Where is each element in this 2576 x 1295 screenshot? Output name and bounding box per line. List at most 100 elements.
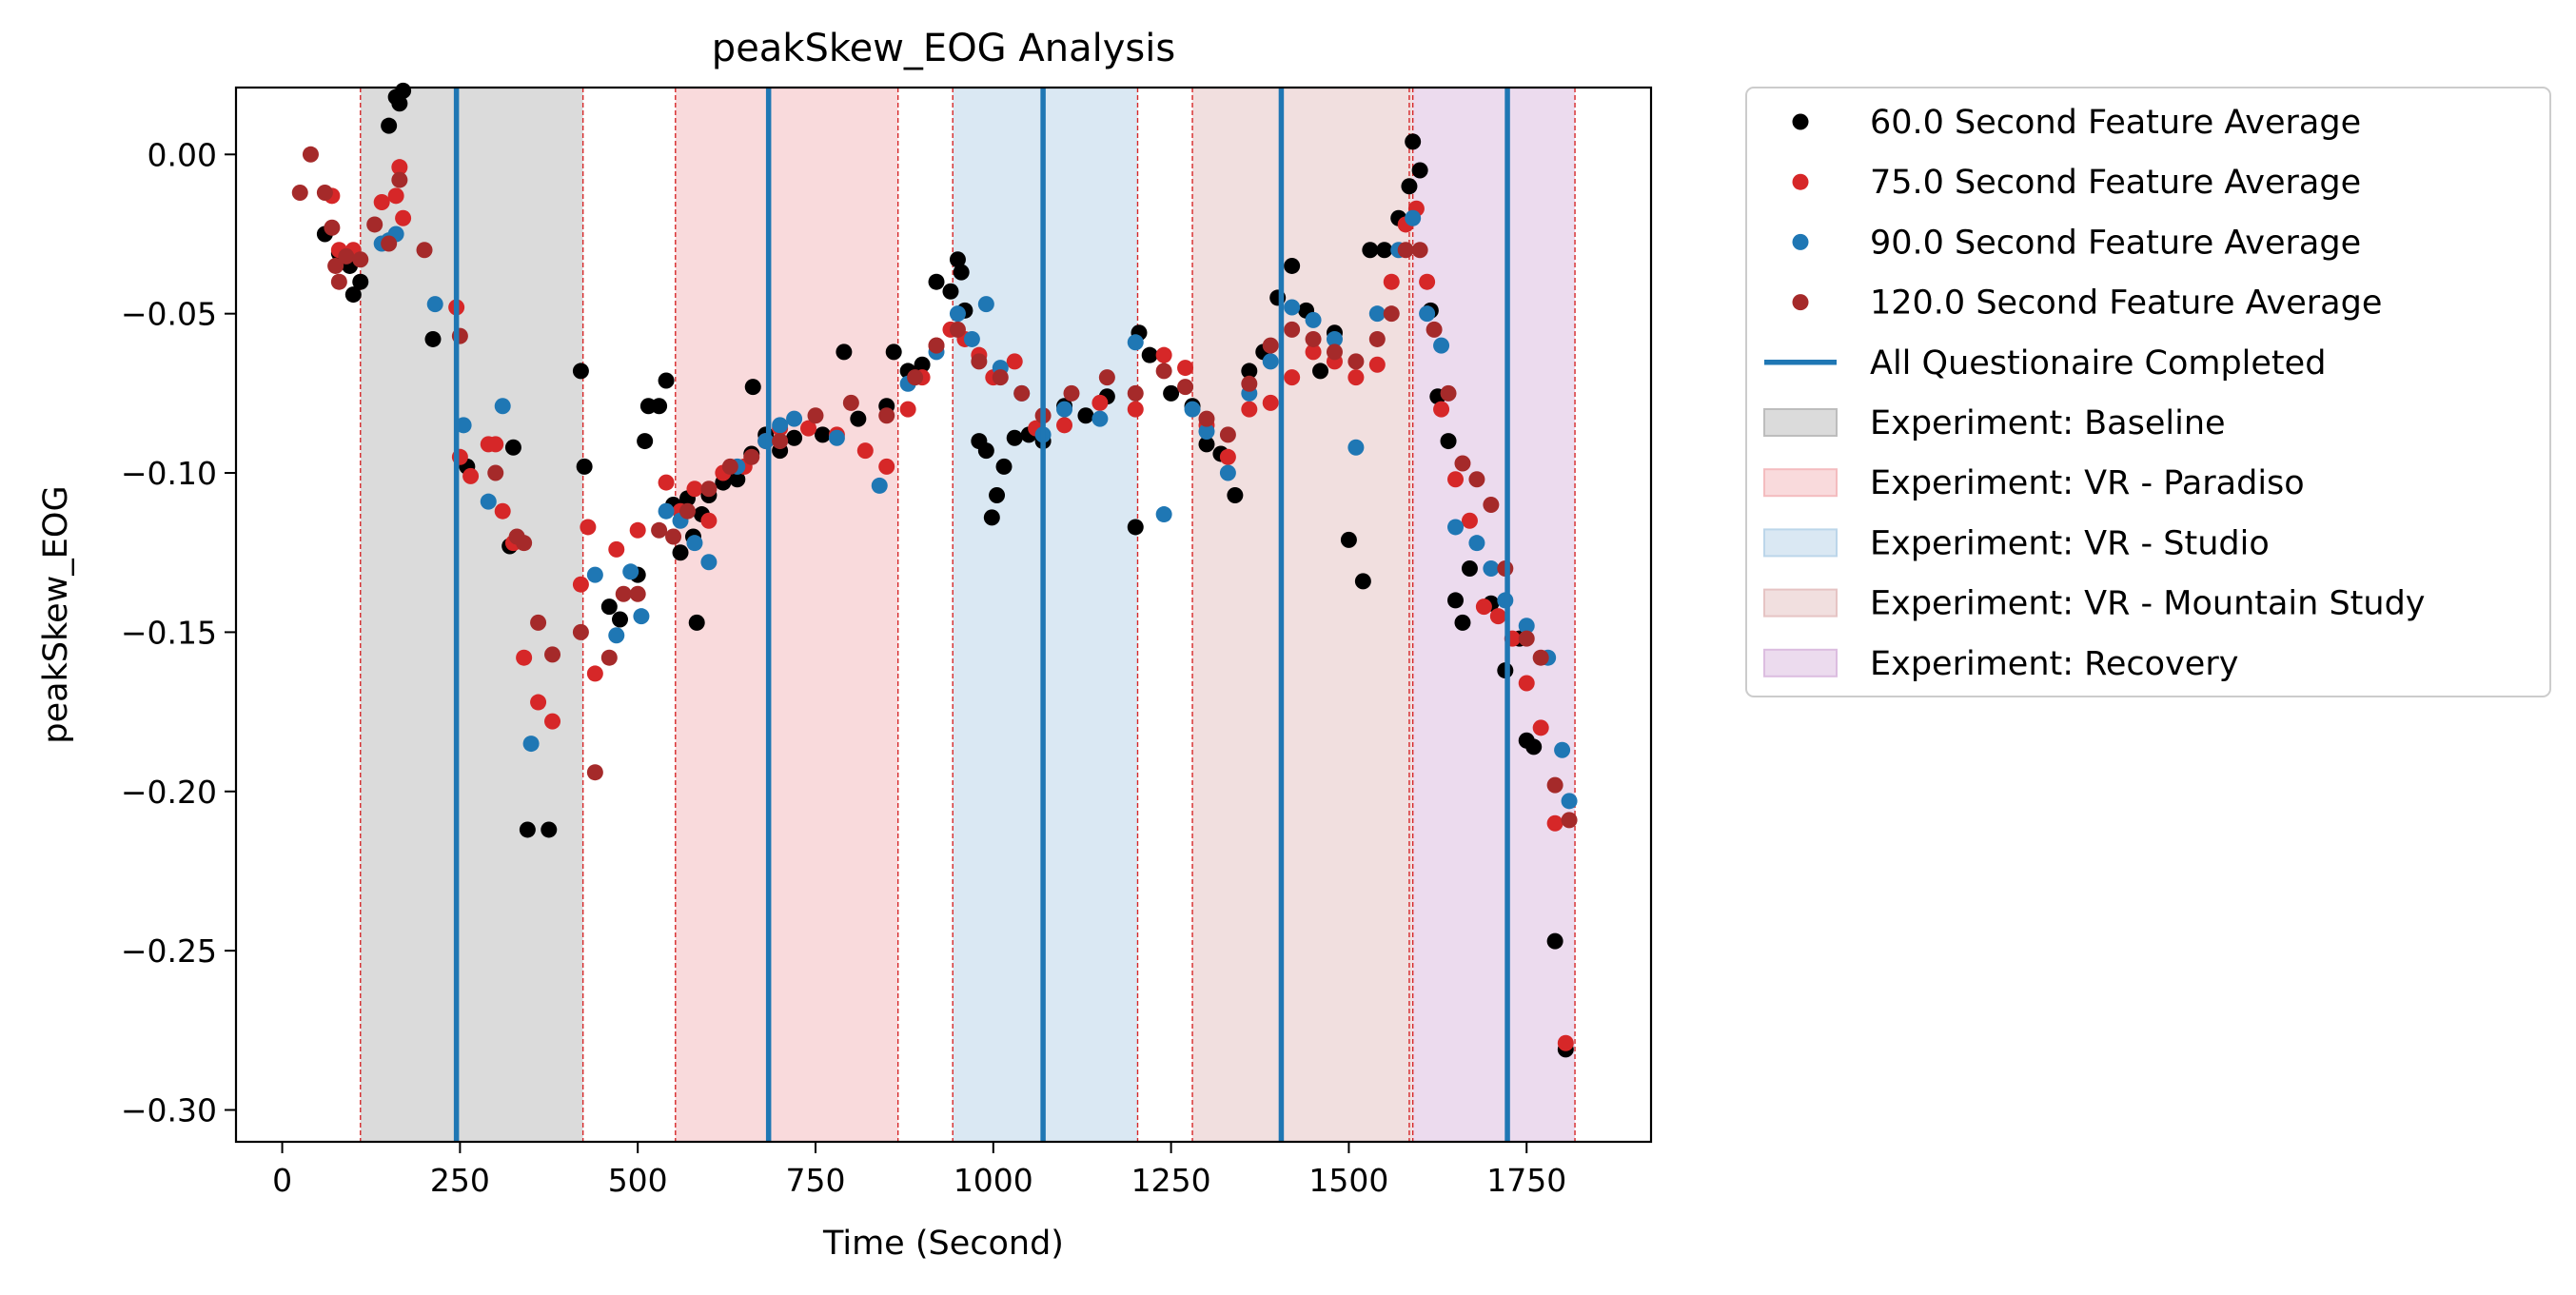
point-s3-38: [1013, 384, 1031, 402]
legend-label-7: Experiment: VR - Studio: [1870, 524, 2270, 562]
point-s2-15: [700, 554, 718, 571]
point-s0-18: [612, 611, 629, 628]
point-s0-54: [995, 458, 1013, 475]
point-s1-32: [856, 442, 874, 460]
region-borders: [360, 88, 1576, 1142]
point-s3-2: [316, 184, 333, 201]
point-s3-8: [366, 216, 383, 233]
point-s0-51: [977, 442, 994, 460]
point-s3-13: [487, 464, 504, 481]
point-s1-60: [1419, 273, 1436, 290]
point-s0-86: [1440, 433, 1457, 450]
point-s3-26: [700, 481, 718, 498]
point-s2-24: [949, 305, 966, 323]
legend-label-4: All Questionaire Completed: [1870, 344, 2326, 383]
point-s3-24: [665, 528, 682, 545]
point-s0-17: [600, 598, 618, 616]
point-s0-46: [942, 283, 959, 300]
point-s0-77: [1354, 573, 1371, 590]
point-s2-3: [426, 296, 443, 313]
point-s0-59: [1077, 407, 1094, 424]
point-s0-4: [352, 273, 369, 290]
point-s1-9: [462, 467, 480, 484]
point-s0-63: [1141, 346, 1158, 363]
point-s3-54: [1383, 305, 1400, 323]
point-s0-12: [504, 439, 521, 456]
point-s2-10: [622, 563, 639, 580]
point-s1-68: [1532, 719, 1549, 736]
point-s2-25: [963, 330, 980, 347]
point-s3-32: [878, 407, 895, 424]
point-s3-37: [992, 369, 1009, 386]
point-s3-1: [302, 146, 319, 163]
point-s1-50: [1241, 401, 1258, 418]
x-tick-label-1: 250: [430, 1162, 490, 1199]
point-s2-7: [522, 736, 540, 753]
point-s0-22: [651, 398, 668, 415]
point-s3-22: [629, 585, 646, 602]
plot-frame: [234, 86, 1653, 1144]
point-s1-3: [373, 194, 390, 211]
point-s1-25: [700, 512, 718, 529]
point-s0-40: [850, 410, 867, 427]
point-s1-21: [629, 521, 646, 539]
point-s1-15: [530, 694, 547, 711]
point-s1-17: [572, 576, 589, 593]
point-s2-31: [1091, 410, 1109, 427]
point-s1-30: [800, 420, 817, 437]
point-s3-3: [324, 219, 341, 236]
point-s1-56: [1368, 356, 1386, 373]
point-s2-34: [1184, 401, 1201, 418]
y-tick-label-3: −0.15: [121, 614, 217, 651]
point-s3-48: [1262, 337, 1279, 354]
point-s0-9: [424, 330, 442, 347]
point-s0-3: [344, 286, 362, 304]
point-s1-53: [1305, 343, 1322, 361]
region-0: [360, 88, 583, 1142]
point-s0-28: [688, 614, 705, 631]
point-s0-95: [1546, 932, 1563, 950]
legend-patch-7: [1763, 528, 1838, 558]
point-s0-47: [949, 251, 966, 268]
point-s3-44: [1177, 379, 1194, 396]
point-s0-83: [1411, 162, 1428, 179]
point-s1-57: [1383, 273, 1400, 290]
point-s1-45: [1127, 401, 1144, 418]
point-s0-16: [576, 458, 593, 475]
point-s3-25: [678, 502, 696, 520]
point-s0-5: [381, 117, 398, 134]
point-s2-18: [772, 417, 789, 434]
point-s2-20: [828, 429, 845, 446]
x-axis-label: Time (Second): [822, 1225, 1064, 1263]
point-s3-34: [928, 337, 945, 354]
point-s2-30: [1056, 401, 1073, 418]
point-s3-49: [1284, 321, 1301, 338]
point-s3-20: [600, 649, 618, 666]
legend-patch-8: [1763, 588, 1838, 618]
point-s2-36: [1219, 464, 1236, 481]
legend-label-2: 90.0 Second Feature Average: [1870, 224, 2361, 262]
point-s1-64: [1475, 598, 1492, 616]
point-s2-43: [1368, 305, 1386, 323]
point-s0-78: [1362, 242, 1379, 259]
point-s0-66: [1198, 436, 1215, 453]
point-s2-54: [1554, 741, 1571, 758]
point-s1-70: [1557, 1034, 1574, 1051]
point-s1-62: [1447, 471, 1465, 488]
y-tick-label-2: −0.10: [121, 455, 217, 492]
legend-marker-1: [1792, 173, 1809, 190]
point-s1-5: [391, 159, 408, 176]
point-s2-11: [633, 608, 650, 625]
point-s1-43: [1056, 417, 1073, 434]
point-s2-40: [1305, 311, 1322, 328]
y-tick-label-0: 0.00: [147, 136, 217, 173]
point-s0-89: [1461, 559, 1478, 577]
point-s0-53: [989, 486, 1006, 503]
point-s0-81: [1401, 178, 1418, 195]
point-s3-28: [743, 448, 760, 465]
point-s3-17: [544, 646, 561, 663]
point-s3-59: [1454, 455, 1471, 472]
point-s0-8: [395, 82, 412, 99]
point-s2-26: [977, 296, 994, 313]
